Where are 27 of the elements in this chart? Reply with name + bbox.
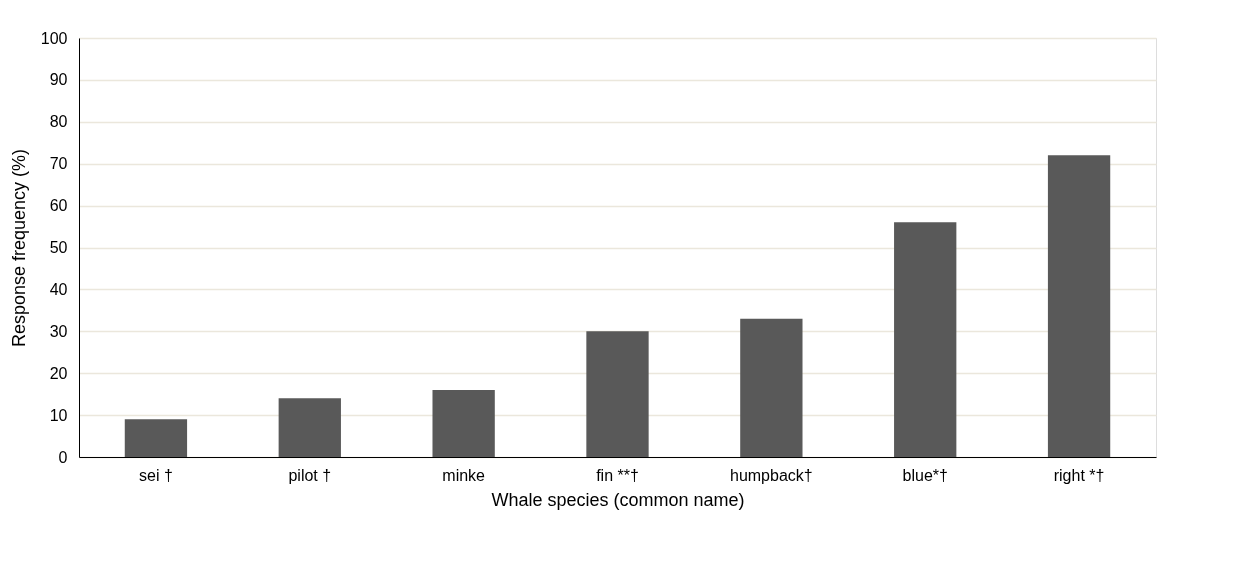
y-tick-label: 20 [49,364,68,382]
x-tick-label: fin **† [596,466,639,484]
x-tick-label: blue*† [902,466,948,484]
x-tick-label: right *† [1053,466,1105,484]
y-tick-label: 0 [58,448,68,466]
bar [124,419,188,457]
bar [894,222,957,457]
y-tick-label: 60 [49,197,68,215]
x-tick-label: humpback† [730,466,813,484]
x-tick-label: minke [442,466,486,484]
y-tick-label: 30 [49,322,68,340]
x-tick-label: sei † [139,466,173,484]
bar [1047,155,1111,457]
y-tick-label: 100 [40,29,68,47]
x-tick-label: pilot † [288,466,332,484]
y-axis-title: Response frequency (%) [8,148,29,348]
bar [586,331,649,457]
x-axis-title: Whale species (common name) [491,489,745,510]
y-tick-label: 40 [49,280,68,298]
bar [278,398,341,457]
y-tick-label: 80 [49,113,68,131]
bar [432,389,495,457]
y-tick-label: 10 [49,406,68,424]
y-tick-label: 90 [49,71,68,89]
y-tick-label: 50 [49,239,68,256]
bar [740,318,803,457]
y-tick-label: 70 [49,155,68,173]
